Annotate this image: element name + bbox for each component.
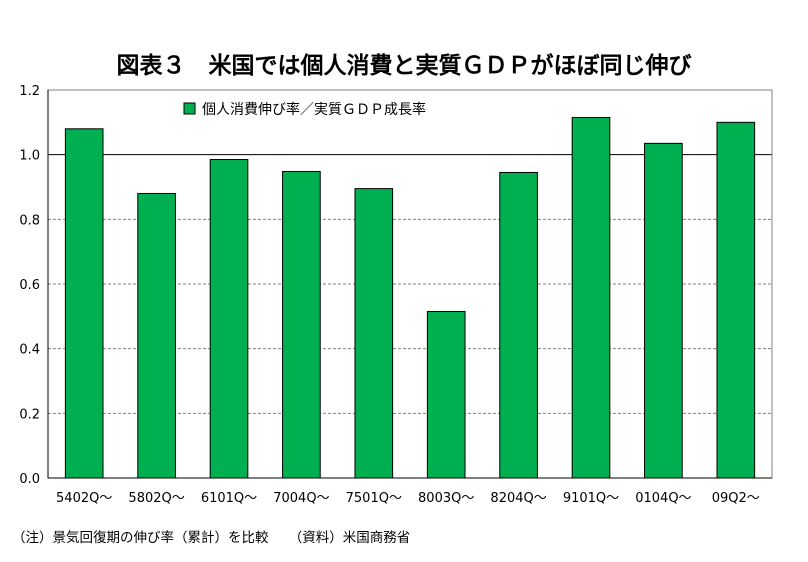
y-tick-label: 0.8 — [19, 213, 40, 228]
chart-footnote: （注）景気回復期の伸び率（累計）を比較 （資料）米国商務省 — [12, 530, 411, 546]
y-tick-label: 0.6 — [19, 278, 40, 293]
bar — [137, 192, 176, 479]
bar — [716, 121, 756, 479]
bar — [499, 171, 538, 479]
bar — [282, 170, 321, 479]
bar — [64, 128, 104, 479]
y-tick-label: 1.0 — [19, 149, 40, 164]
bar — [209, 159, 249, 479]
x-tick-label: 8204Q～ — [490, 491, 546, 506]
x-tick-label: 09Q2～ — [712, 491, 760, 506]
y-tick-label: 0.4 — [19, 343, 40, 358]
y-tick-label: 1.2 — [19, 84, 40, 99]
x-tick-label: 5802Q～ — [128, 491, 184, 506]
legend-box — [173, 93, 527, 125]
bar — [426, 310, 466, 479]
chart-title: 図表３ 米国では個人消費と実質ＧＤＰがほぼ同じ伸び — [116, 53, 692, 79]
x-tick-label: 0104Q～ — [635, 491, 691, 506]
y-tick-label: 0.0 — [19, 472, 40, 487]
bar — [644, 142, 683, 479]
x-tick-label: 8003Q～ — [418, 491, 474, 506]
x-tick-label: 9101Q～ — [563, 491, 619, 506]
bar — [354, 188, 394, 479]
bar — [571, 116, 611, 479]
x-tick-label: 5402Q～ — [56, 491, 112, 506]
y-tick-label: 0.2 — [19, 407, 40, 422]
legend-label: 個人消費伸び率／実質ＧＤＰ成長率 — [202, 101, 426, 118]
x-tick-label: 6101Q～ — [201, 491, 257, 506]
x-tick-label: 7501Q～ — [346, 491, 402, 506]
legend-swatch — [183, 102, 196, 115]
x-tick-label: 7004Q～ — [273, 491, 329, 506]
